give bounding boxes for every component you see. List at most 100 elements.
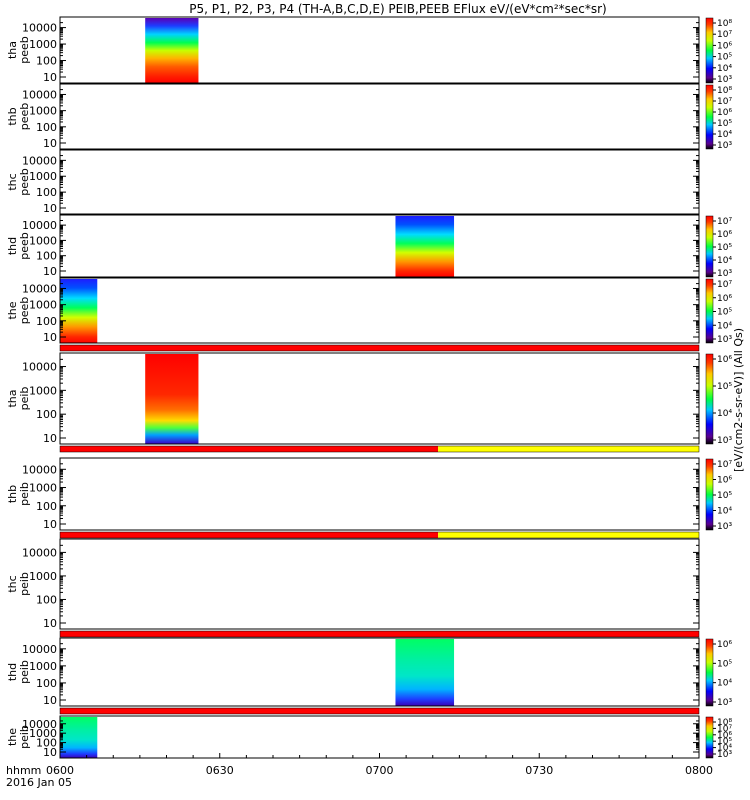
panel-frame [59, 277, 700, 344]
panel-label-thc_peib: thc [6, 575, 19, 592]
panel-frame [59, 16, 700, 84]
panel-sublabel-thc_peib: peib [18, 572, 31, 596]
y-tick-label: 10000 [22, 643, 57, 656]
panel-frame [59, 715, 700, 759]
colorbar-tha_peib [705, 353, 714, 445]
colorbar-tick-label: 10³ [717, 141, 732, 151]
colorbar-tick-label: 10⁴ [717, 507, 732, 517]
y-tick-label: 100 [36, 500, 57, 513]
x-axis: 0600 0630 0700 0730 0800 [46, 753, 713, 777]
panel-frame [59, 457, 700, 531]
colorbar-tick-label: 10³ [717, 269, 732, 279]
panel-label-thb_peib: thb [6, 485, 19, 503]
colorbar-tick-label: 10⁷ [717, 280, 732, 290]
chart-title: P5, P1, P2, P3, P4 (TH-A,B,C,D,E) PEIB,P… [189, 2, 606, 16]
flag-bar-frame [59, 707, 700, 715]
colorbar-tick-label: 10⁸ [717, 718, 732, 728]
colorbar-tick-label: 10⁶ [717, 355, 732, 365]
panel-frame [59, 83, 700, 150]
spectrogram-block-tha_peib-0 [145, 354, 199, 444]
colorbar-tick-label: 10⁵ [717, 308, 732, 318]
colorbar-tick-label: 10⁴ [717, 409, 732, 419]
colorbar-tick-label: 10⁶ [717, 731, 732, 741]
colorbar-tick-label: 10³ [717, 522, 732, 532]
panel-frame [59, 149, 700, 215]
x-corner-label: hhmm [6, 764, 41, 777]
y-tick-label: 100 [36, 250, 57, 263]
flag-bar-segment-tha_peib-0 [60, 446, 439, 452]
panel-sublabel-thb_peib: peib [18, 482, 31, 506]
spectrogram-block-thd_peeb-0 [395, 216, 455, 277]
y-tick-label: 100 [36, 121, 57, 134]
y-tick-label: 1000 [29, 482, 57, 495]
colorbar-tick-label: 10⁷ [717, 30, 732, 40]
colorbar-tick-label: 10³ [717, 698, 732, 708]
y-tick-label: 100 [36, 186, 57, 199]
x-tick-label: 0730 [525, 764, 553, 777]
colorbar-thb_peib [705, 458, 714, 531]
flag-bar-frame [59, 344, 700, 352]
y-tick-label: 10 [43, 265, 57, 278]
y-tick-label: 10 [43, 432, 57, 445]
y-tick-label: 10000 [22, 88, 57, 101]
panel-thc_peib: 10 100 1000 10000 thc peib [6, 538, 700, 638]
date-label: 2016 Jan 05 [6, 776, 72, 789]
y-tick-label: 100 [36, 55, 57, 68]
colorbar-tha_peeb [705, 17, 714, 84]
colorbar-tick-label: 10⁷ [717, 460, 732, 470]
colorbar-tick-label: 10⁵ [717, 382, 732, 392]
y-tick-label: 1000 [29, 170, 57, 183]
panel-frame [59, 352, 700, 445]
panel-sublabel-thc_peeb: peeb [18, 168, 31, 196]
colorbar-tick-label: 10⁷ [717, 97, 732, 107]
y-tick-label: 100 [36, 737, 57, 750]
colorbar-unit-label: [eV/(cm2-s-sr-eV)] (All Qs) [732, 328, 745, 472]
colorbar-tick-label: 10⁵ [717, 119, 732, 129]
colorbar-the_peib [705, 716, 714, 759]
y-tick-label: 10 [43, 617, 57, 630]
panel-label-thc_peeb: thc [6, 173, 19, 190]
flag-bar-segment-thc_peib-0 [60, 631, 699, 637]
colorbar-tick-label: 10⁸ [717, 19, 732, 29]
y-tick-label: 10000 [22, 22, 57, 35]
colorbar-tick-label: 10⁶ [717, 108, 732, 118]
colorbar-tick-label: 10⁷ [717, 217, 732, 227]
panel-sublabel-tha_peib: peib [18, 387, 31, 411]
colorbar-the_peeb [705, 278, 714, 344]
colorbar-tick-label: 10⁴ [717, 679, 732, 689]
y-tick-label: 10 [43, 694, 57, 707]
colorbar-tick-label: 10³ [717, 75, 732, 85]
y-tick-label: 10 [43, 331, 57, 344]
colorbar-tick-label: 10⁴ [717, 744, 732, 754]
colorbar-tick-label: 10⁶ [717, 294, 732, 304]
y-tick-label: 1000 [29, 727, 57, 740]
flag-bar-frame [59, 445, 700, 453]
y-tick-label: 1000 [29, 105, 57, 118]
x-tick-label: 0600 [46, 764, 74, 777]
y-tick-label: 10 [43, 518, 57, 531]
colorbar-tick-label: 10⁵ [717, 737, 732, 747]
colorbar-tick-label: 10³ [717, 436, 732, 446]
panel-label-thd_peeb: thd [6, 237, 19, 255]
y-tick-label: 10000 [22, 282, 57, 295]
panel-sublabel-the_peeb: peeb [18, 297, 31, 325]
y-tick-label: 100 [36, 677, 57, 690]
colorbar-tick-label: 10⁴ [717, 321, 732, 331]
flag-bar-segment-thb_peib-0 [60, 532, 439, 538]
y-tick-label: 10000 [22, 154, 57, 167]
panel-sublabel-thd_peib: peib [18, 660, 31, 684]
flag-bar-segment-thd_peib-0 [60, 708, 699, 714]
y-tick-label: 1000 [29, 384, 57, 397]
panel-label-the_peeb: the [6, 301, 19, 319]
colorbar-tick-label: 10⁵ [717, 491, 732, 501]
spectrogram-block-thd_peib-0 [395, 639, 455, 706]
flag-bar-segment-thb_peib-1 [438, 532, 699, 538]
colorbar-tick-label: 10⁵ [717, 53, 732, 63]
